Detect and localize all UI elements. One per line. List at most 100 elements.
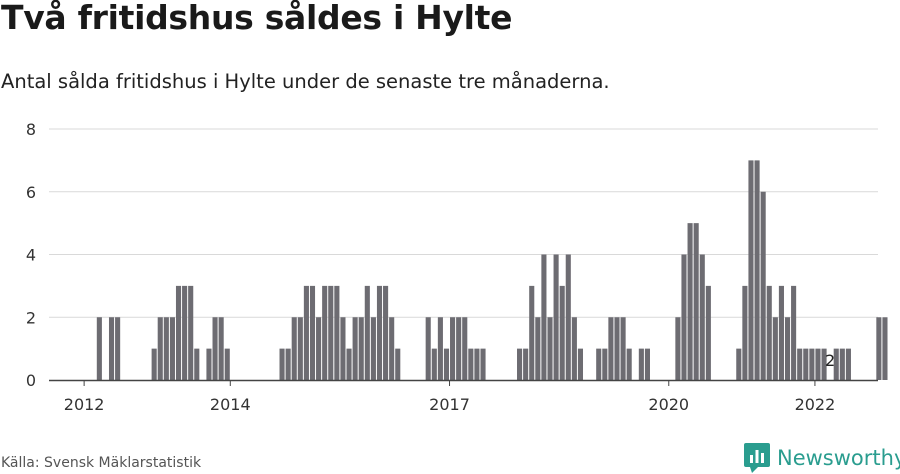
bar	[474, 348, 480, 381]
bar	[443, 348, 450, 381]
bar	[748, 160, 754, 381]
bar	[833, 348, 839, 381]
bar	[602, 348, 608, 381]
bar	[523, 348, 529, 381]
bar	[480, 348, 486, 381]
newsworthy-logo: Newsworthy	[744, 443, 900, 473]
value-label: 2	[825, 351, 835, 370]
bar	[322, 285, 328, 381]
chart-title: Två fritidshus såldes i Hylte	[1, 0, 513, 37]
bar	[547, 317, 553, 380]
bar	[395, 348, 401, 381]
y-tick-label: 8	[26, 120, 36, 139]
y-tick-label: 6	[26, 183, 36, 202]
x-tick-label: 2014	[210, 395, 251, 414]
bar	[803, 348, 809, 381]
bar	[815, 348, 821, 381]
y-tick-label: 2	[26, 308, 36, 327]
bar	[279, 348, 285, 381]
bar	[450, 317, 456, 380]
bar	[340, 317, 346, 380]
bar	[431, 348, 437, 381]
bar	[760, 191, 766, 380]
x-tick-label: 2020	[648, 395, 689, 414]
bar	[626, 348, 632, 381]
bar	[705, 285, 711, 381]
bar	[334, 285, 340, 381]
bar	[370, 317, 376, 380]
bar	[565, 254, 571, 380]
bar	[778, 285, 784, 381]
bar	[316, 317, 322, 380]
bar	[175, 285, 182, 381]
bar	[809, 348, 815, 381]
bar	[675, 317, 681, 380]
gridlines	[49, 128, 878, 318]
bar	[638, 348, 644, 381]
bar	[328, 285, 334, 381]
x-axis: 2012 2014 2017 2020 2022	[49, 379, 878, 414]
bar	[772, 317, 778, 380]
bar	[163, 317, 169, 380]
bar	[797, 348, 803, 381]
bar	[876, 317, 882, 380]
bar	[687, 223, 693, 381]
bar	[303, 285, 309, 381]
x-tick-label: 2017	[429, 395, 470, 414]
bar	[845, 348, 851, 381]
y-tick-label: 0	[26, 371, 36, 390]
bar	[614, 317, 620, 380]
bar	[108, 317, 115, 380]
x-tick-label: 2012	[64, 395, 105, 414]
bar	[517, 348, 523, 381]
bar	[535, 317, 541, 380]
bar	[383, 285, 389, 381]
chart-subtitle: Antal sålda fritidshus i Hylte under de …	[1, 70, 610, 93]
bar	[285, 348, 291, 381]
source-note: Källa: Svensk Mäklarstatistik	[1, 455, 202, 471]
bar	[456, 317, 462, 380]
bar	[309, 285, 316, 381]
annotations: 2	[825, 351, 835, 370]
bar	[699, 254, 705, 380]
bars	[96, 160, 888, 381]
bar	[681, 254, 687, 380]
bar	[839, 348, 845, 381]
bar	[291, 317, 297, 380]
bar	[425, 317, 431, 380]
bar	[821, 348, 827, 381]
bar	[608, 317, 614, 380]
brand-name: Newsworthy	[777, 446, 900, 470]
bar	[553, 254, 559, 380]
bar	[529, 285, 535, 381]
y-tick-label: 4	[26, 246, 36, 265]
bar	[151, 348, 157, 381]
bar	[157, 317, 163, 380]
newsworthy-logo-icon	[744, 443, 770, 473]
bar	[468, 348, 474, 381]
bar	[218, 317, 224, 380]
x-tick-label: 2022	[795, 395, 836, 414]
bar	[115, 317, 121, 380]
bar	[791, 285, 797, 381]
bar	[742, 285, 748, 381]
bar	[182, 285, 188, 381]
bar	[96, 317, 102, 380]
bar	[389, 317, 395, 380]
bar	[766, 285, 772, 381]
bar	[577, 348, 584, 381]
bar	[188, 285, 194, 381]
bar	[541, 254, 547, 380]
bar	[224, 348, 230, 381]
bar	[212, 317, 218, 380]
bar	[596, 348, 602, 381]
bar	[206, 348, 212, 381]
bar	[754, 160, 760, 381]
bar	[882, 317, 888, 380]
bar	[376, 285, 383, 381]
bar	[364, 285, 370, 381]
bar	[437, 317, 443, 380]
bar	[169, 317, 175, 380]
bar	[693, 223, 699, 381]
